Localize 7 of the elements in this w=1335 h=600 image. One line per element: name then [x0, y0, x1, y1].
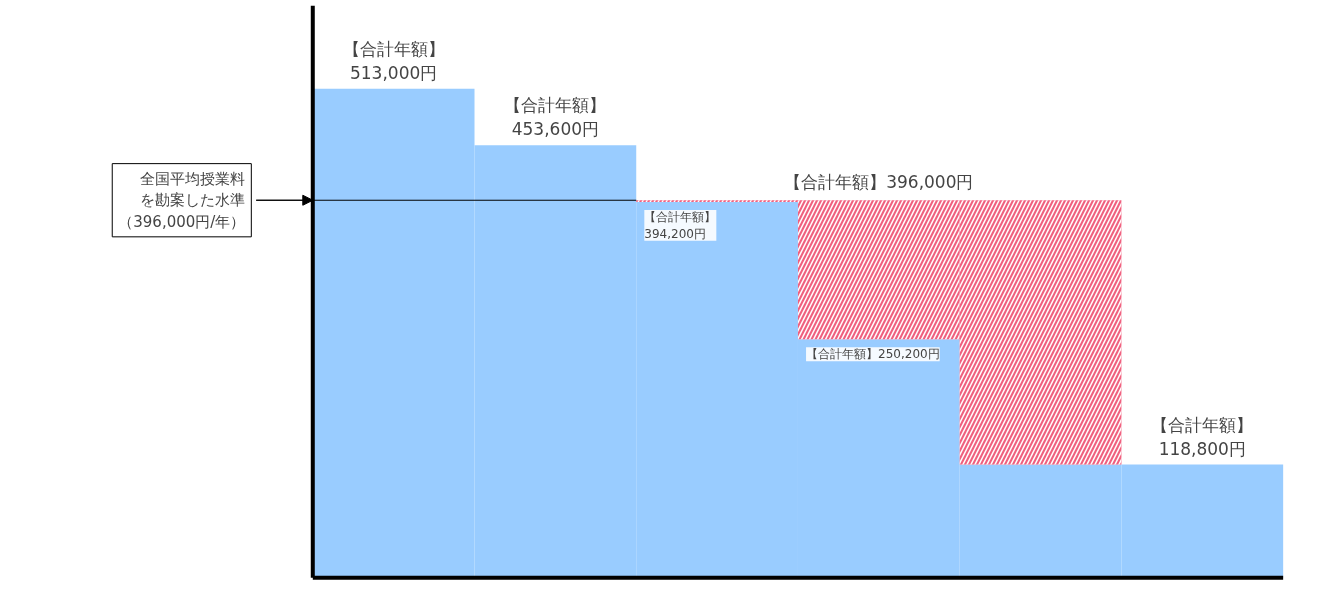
- data-label: 【合計年額】250,200円: [806, 347, 940, 362]
- ref-line-label: 全国平均授業料を勘案した水準（396,000円/年）: [118, 169, 246, 231]
- data-label: 【合計年額】 513,000円: [342, 38, 445, 83]
- annotation: 【合計年額】396,000円: [784, 172, 974, 193]
- data-label: 【合計年額】 394,200円: [644, 209, 717, 241]
- data-label: 【合計年額】 118,800円: [1151, 414, 1254, 459]
- data-label: 【合計年額】 453,600円: [504, 95, 607, 140]
